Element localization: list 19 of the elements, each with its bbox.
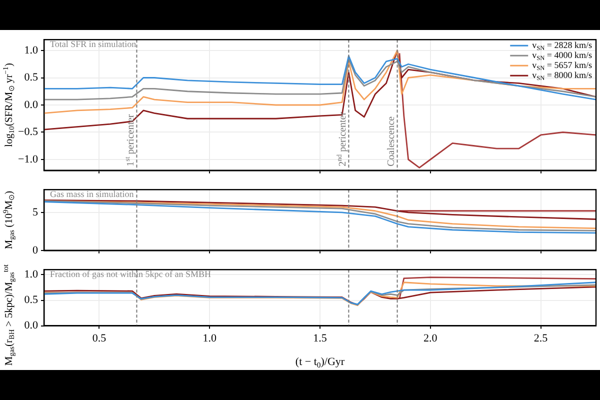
y-tick-label: 5 [32,206,38,218]
x-tick-label: 0.5 [92,332,107,344]
x-tick-label: 2.0 [424,332,438,344]
y-tick-label: 0 [32,244,38,256]
ref-line-label: Coalescence [386,116,397,166]
y-tick-label: 0.5 [24,72,38,84]
annotation: Fraction of gas not within 5kpc of an SMBH [50,268,212,279]
annotation: Gas mass in simulation [50,188,134,199]
x-tick-label: 1.0 [202,332,217,344]
y-tick-label: 1.0 [24,44,38,56]
y-tick-label: 0.0 [24,320,38,332]
y-tick-label: −1.0 [18,153,38,166]
y-tick-label: 0.0 [24,98,38,111]
y-tick-label: −0.5 [18,126,38,138]
x-tick-label: 1.5 [313,332,328,344]
y-tick-label: 0.5 [24,294,38,306]
x-tick-label: 2.5 [534,332,548,344]
annotation: Total SFR in simulation [50,38,137,49]
y-tick-label: 1.0 [24,268,38,281]
